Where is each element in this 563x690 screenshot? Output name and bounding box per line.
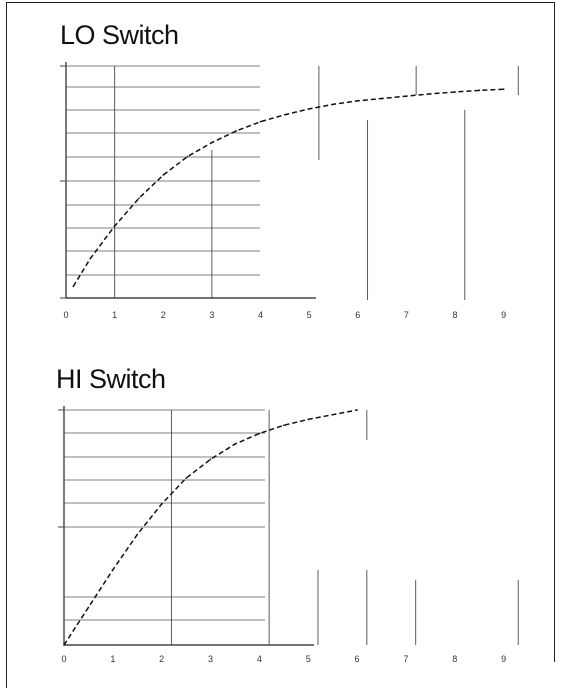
x-tick-label: 8 (453, 310, 458, 320)
x-tick-label: 6 (355, 654, 360, 664)
frame-right (554, 2, 555, 662)
data-point (162, 174, 165, 176)
x-tick-label: 3 (208, 654, 213, 664)
data-point (89, 257, 92, 260)
data-point (454, 91, 456, 93)
data-point (405, 95, 408, 97)
data-point (356, 409, 358, 411)
x-tick-label: 5 (307, 310, 312, 320)
x-tick-label: 2 (159, 654, 164, 664)
x-tick-label: 7 (403, 654, 408, 664)
x-tick-label: 4 (258, 310, 263, 320)
x-tick-label: 9 (501, 654, 506, 664)
x-tick-label: 1 (112, 310, 117, 320)
data-point (258, 432, 261, 435)
data-point (234, 443, 236, 445)
data-point (235, 130, 238, 132)
x-tick-label: 1 (110, 654, 115, 664)
data-point (138, 197, 140, 200)
data-point (211, 141, 213, 144)
x-tick-label: 2 (161, 310, 166, 320)
x-tick-label: 0 (63, 310, 68, 320)
frame-top (6, 2, 555, 3)
data-point (502, 88, 505, 90)
data-point (308, 108, 310, 110)
data-point (87, 606, 90, 609)
data-point (282, 424, 285, 427)
data-point (112, 569, 114, 571)
x-tick-label: 4 (257, 654, 262, 664)
data-point (160, 503, 163, 505)
data-point (63, 644, 65, 646)
data-point (284, 113, 286, 116)
data-point (429, 93, 432, 95)
hi-switch-title: HI Switch (56, 364, 166, 394)
data-point (381, 97, 383, 100)
data-point (185, 477, 187, 479)
x-tick-label: 9 (501, 310, 506, 320)
data-point (72, 285, 75, 288)
x-tick-label: 8 (452, 654, 457, 664)
x-tick-label: 3 (209, 310, 214, 320)
data-point (478, 89, 481, 92)
data-point (186, 155, 189, 158)
data-point (356, 100, 359, 102)
x-tick-label: 6 (355, 310, 360, 320)
data-point (307, 418, 310, 421)
data-point (113, 225, 116, 227)
data-point (331, 413, 334, 416)
x-tick-label: 7 (404, 310, 409, 320)
data-point (259, 120, 262, 123)
data-point (332, 103, 335, 106)
series-line (63, 409, 358, 646)
data-point (136, 533, 139, 536)
data-point (209, 458, 212, 461)
frame-left (6, 2, 7, 688)
x-tick-label: 5 (306, 654, 311, 664)
lo-switch-title: LO Switch (60, 20, 179, 50)
x-tick-label: 0 (61, 654, 66, 664)
